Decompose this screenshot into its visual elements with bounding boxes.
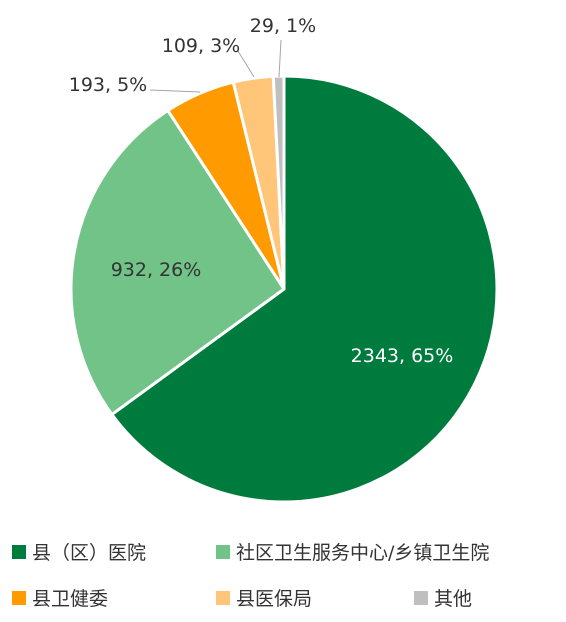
slice-data-label-2: 193, 5%	[69, 74, 148, 96]
pie-slice-0	[110, 74, 499, 504]
legend-swatch	[216, 544, 230, 559]
legend-item-county-health-commission: 县卫健委	[12, 584, 108, 611]
slice-data-label-4: 29, 1%	[250, 15, 316, 37]
legend-item-county-hospital: 县（区）医院	[12, 538, 146, 565]
slice-data-label-1: 932, 26%	[111, 259, 202, 281]
legend: 县（区）医院 社区卫生服务中心/乡镇卫生院 县卫健委 县医保局 其他	[0, 520, 566, 622]
legend-item-county-medical-insurance: 县医保局	[216, 584, 312, 611]
legend-label: 县医保局	[236, 588, 313, 610]
leader-line-4	[278, 39, 282, 78]
legend-swatch	[12, 590, 26, 605]
legend-item-other: 其他	[414, 584, 472, 611]
legend-swatch	[216, 590, 230, 605]
slice-data-label-0: 2343, 65%	[351, 345, 454, 367]
legend-label: 县卫健委	[32, 588, 109, 610]
leader-line-2	[149, 89, 201, 93]
legend-label: 县（区）医院	[32, 542, 147, 564]
legend-label: 社区卫生服务中心/乡镇卫生院	[236, 542, 490, 564]
legend-label: 其他	[434, 588, 473, 610]
legend-swatch	[414, 590, 428, 605]
slice-data-label-3: 109, 3%	[162, 35, 241, 57]
leader-line-3	[237, 50, 255, 78]
pie-chart: 2343, 65% 932, 26% 193, 5% 109, 3% 29, 1%	[69, 15, 499, 504]
pie-slice-1	[69, 108, 286, 416]
legend-swatch	[12, 544, 26, 559]
legend-item-community-center: 社区卫生服务中心/乡镇卫生院	[216, 538, 489, 565]
